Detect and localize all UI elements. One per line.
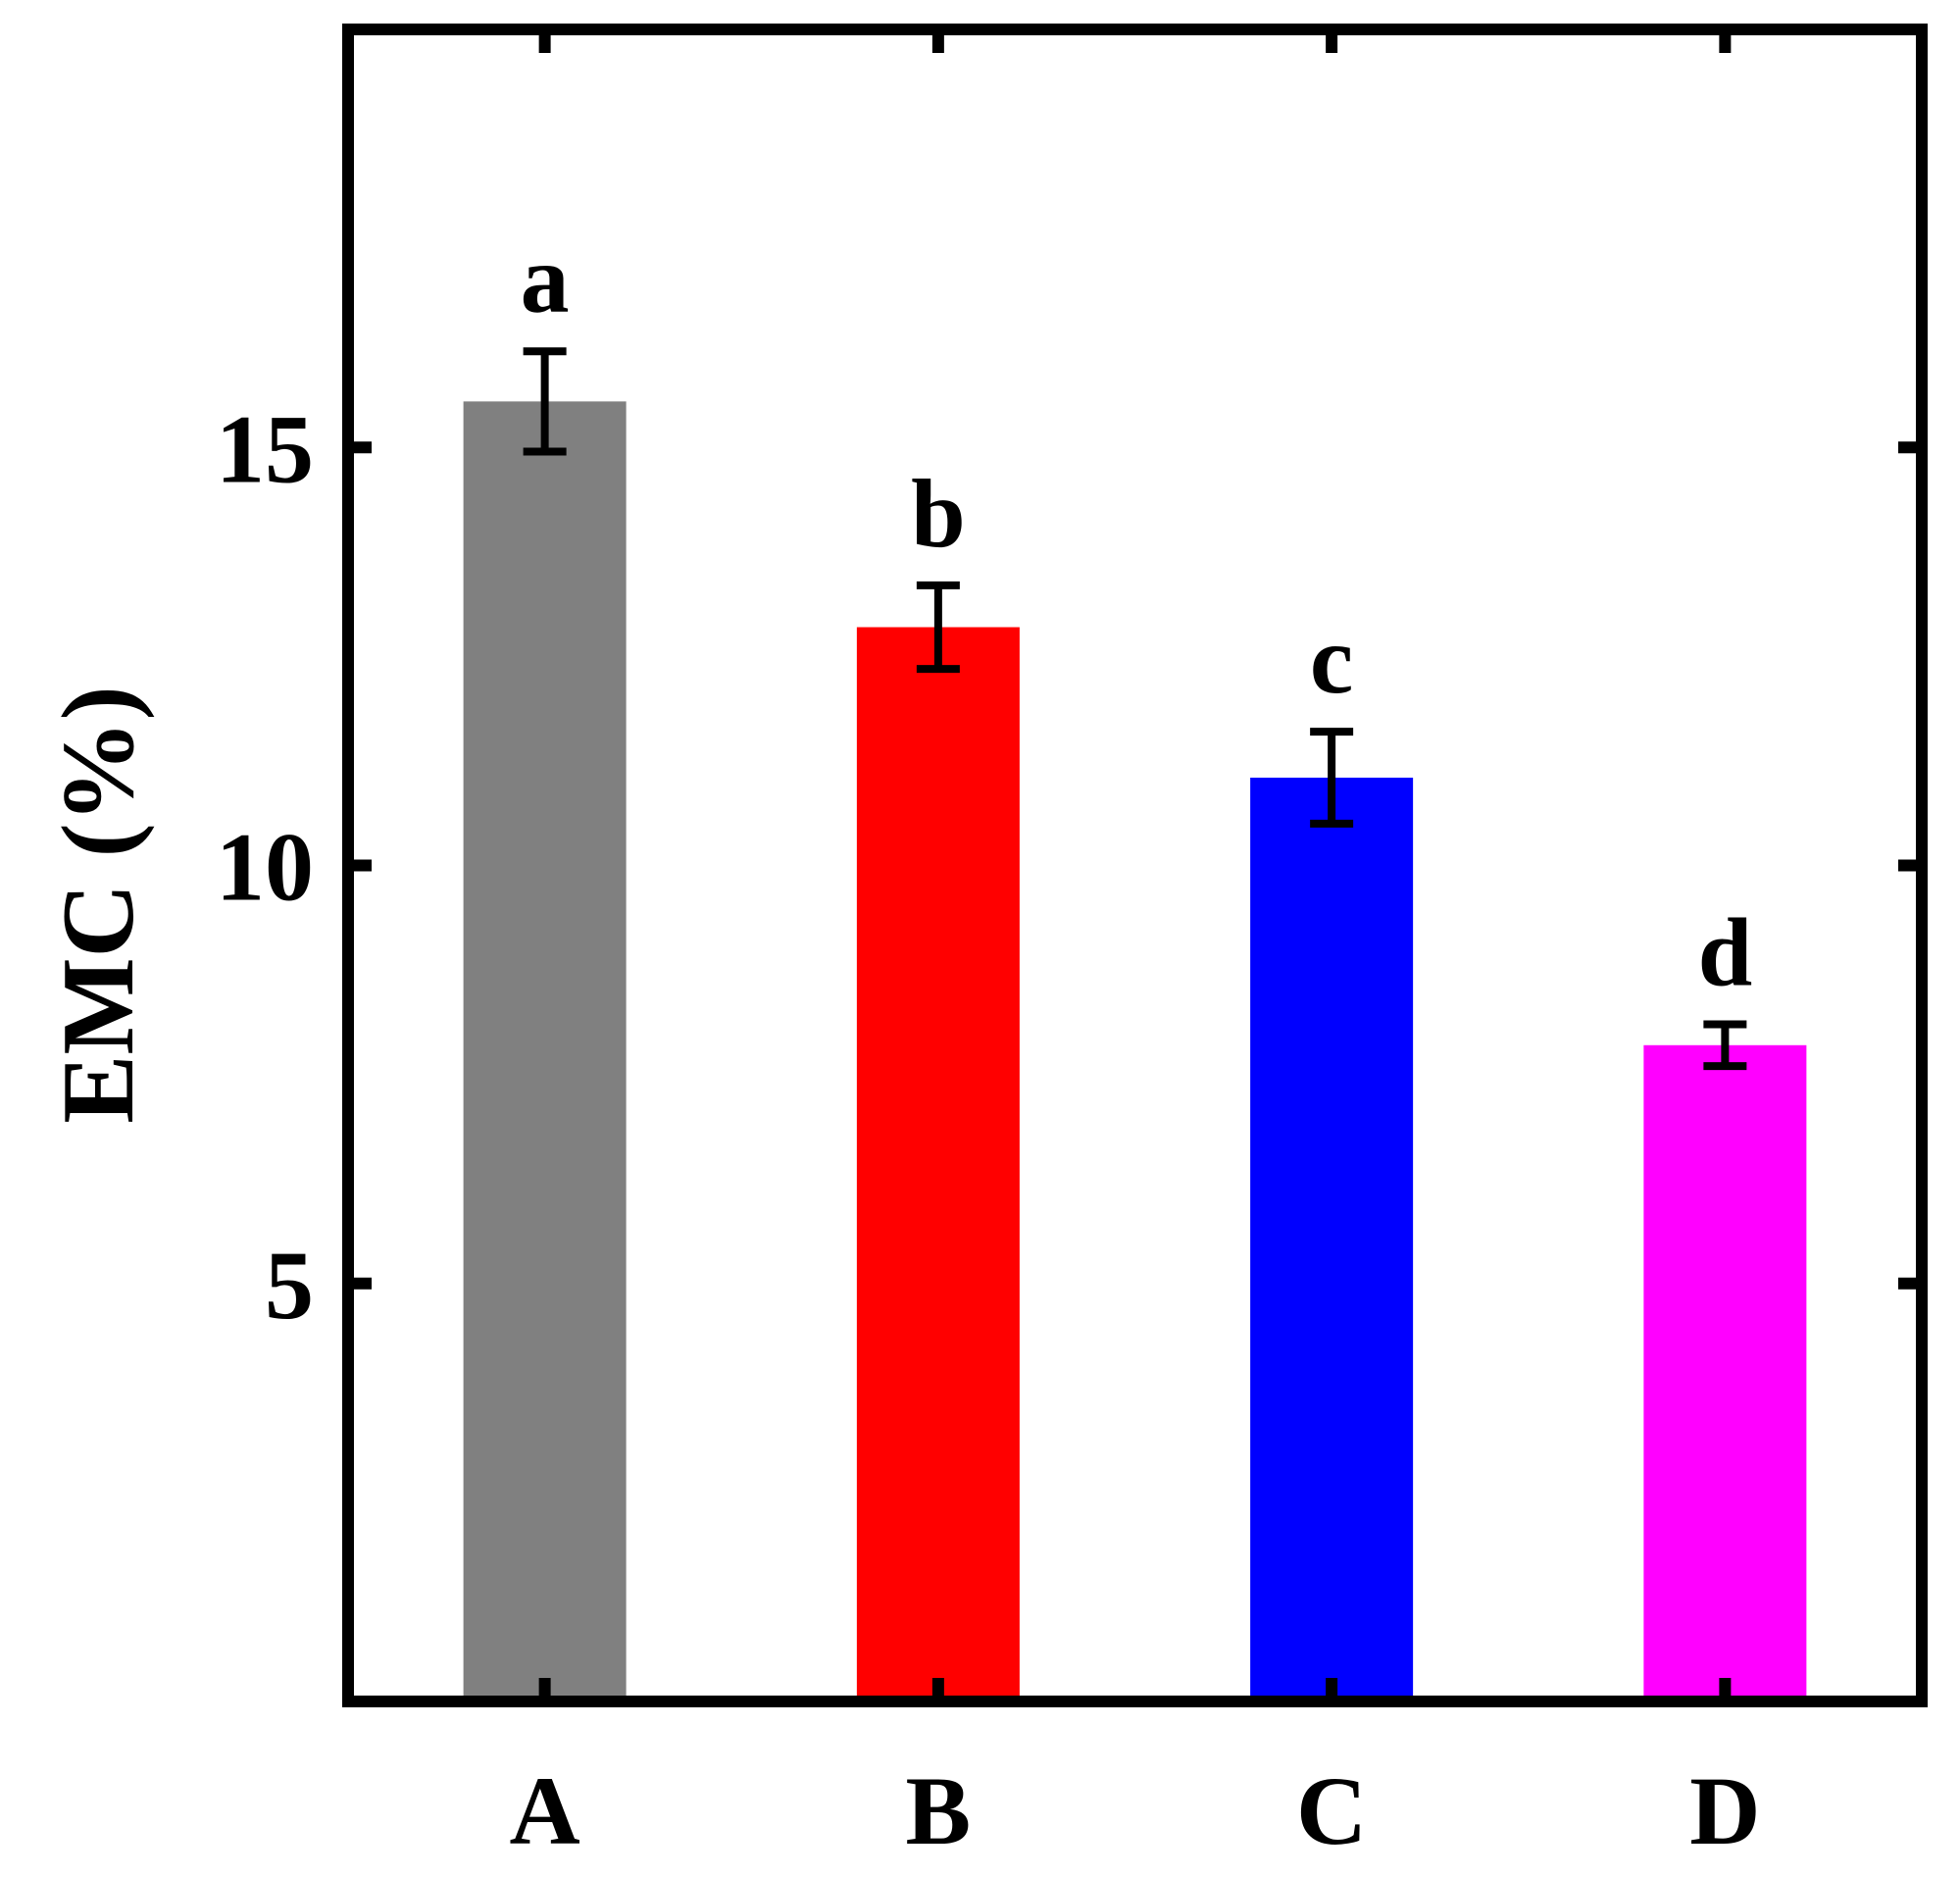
x-tick-labels: A B C D: [510, 1756, 1761, 1865]
bar-b: [856, 627, 1020, 1701]
error-bar-b: [916, 581, 960, 674]
bar-d: [1643, 1044, 1807, 1701]
bars-layer: [463, 401, 1807, 1701]
x-tick-label-a: A: [510, 1756, 580, 1865]
y-tick-labels: 5 10 15: [216, 394, 314, 1340]
error-bar-a: [523, 347, 567, 456]
x-tick-label-d: D: [1689, 1756, 1760, 1865]
plot-frame: [342, 24, 1928, 1707]
significance-letter-d: d: [1698, 897, 1753, 1006]
error-bar-c: [1310, 728, 1354, 828]
ticks-layer: [348, 29, 1922, 1701]
bar-c: [1250, 777, 1414, 1701]
significance-letter-a: a: [521, 225, 570, 333]
error-bar-d: [1703, 1020, 1747, 1071]
y-axis-label: EMC (%): [40, 685, 155, 1123]
x-tick-label-c: C: [1296, 1756, 1367, 1865]
significance-letter-c: c: [1310, 605, 1353, 714]
bar-a: [463, 401, 627, 1701]
significance-letters-layer: a b c d: [521, 225, 1753, 1006]
x-tick-label-b: B: [906, 1756, 972, 1865]
error-bars-layer: [523, 347, 1747, 1071]
y-tick-label-5: 5: [265, 1231, 314, 1340]
y-tick-label-15: 15: [216, 394, 314, 503]
significance-letter-b: b: [911, 459, 966, 568]
y-tick-label-10: 10: [216, 813, 314, 922]
